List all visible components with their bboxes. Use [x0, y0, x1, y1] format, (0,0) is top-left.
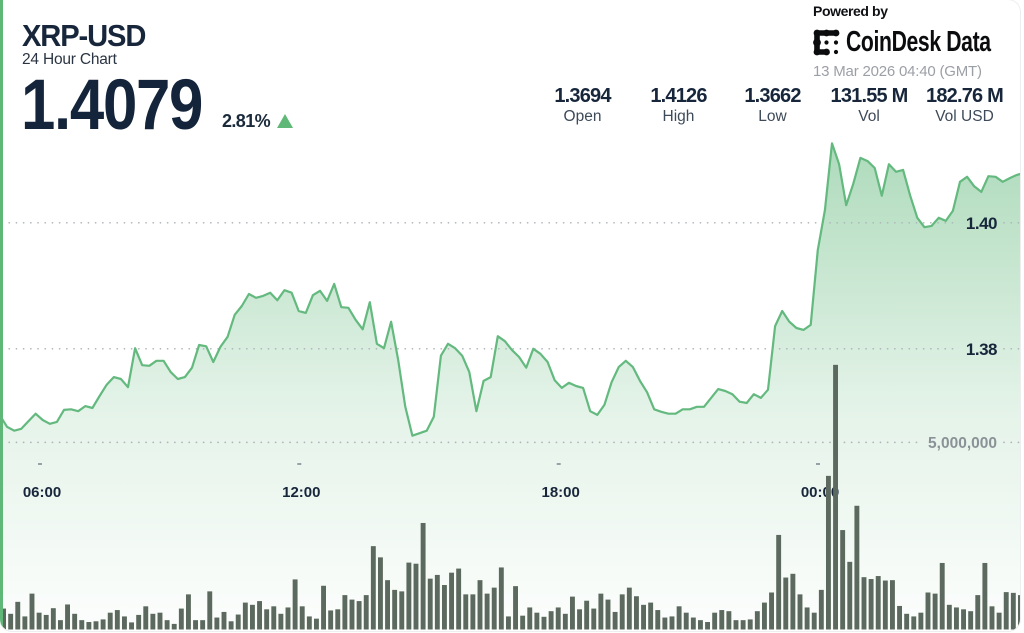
svg-text:5,000,000: 5,000,000	[928, 435, 997, 452]
chart-subtitle: 24 Hour Chart	[22, 51, 117, 68]
up-arrow-icon	[277, 113, 294, 128]
instrument-symbol: XRP-USD	[22, 18, 146, 53]
left-accent-bar	[0, 0, 3, 631]
powered-by-text: Powered by	[813, 3, 888, 19]
coindesk-logo-icon	[813, 29, 840, 56]
stat-value: 1.3662	[744, 85, 801, 107]
price-row: 1.4079	[21, 70, 229, 141]
stat-label: Vol	[858, 108, 880, 125]
chart-header: XRP-USD 24 Hour Chart	[22, 20, 153, 69]
chart-timestamp: 13 Mar 2026 04:40 (GMT)	[813, 63, 982, 80]
svg-text:12:00: 12:00	[282, 484, 320, 501]
price-change: 2.81%	[222, 111, 294, 131]
stat-label: Open	[563, 108, 602, 125]
stat-vol: 131.55 M Vol	[830, 85, 909, 125]
brand-block: Powered by CoinDesk Data	[813, 4, 1020, 80]
brand-name: CoinDesk Data	[846, 26, 991, 58]
change-percent: 2.81%	[222, 111, 271, 131]
svg-text:1.38: 1.38	[966, 340, 997, 359]
stat-label: High	[662, 108, 695, 125]
svg-text:1.40: 1.40	[966, 214, 997, 233]
current-price: 1.4079	[21, 66, 203, 145]
stat-label: Vol USD	[935, 108, 994, 125]
stat-open: 1.3694 Open	[554, 85, 611, 125]
stat-vol-usd: 182.76 M Vol USD	[926, 85, 1004, 125]
svg-text:06:00: 06:00	[23, 484, 61, 501]
stat-high: 1.4126 High	[650, 85, 707, 125]
svg-text:18:00: 18:00	[542, 484, 580, 501]
brand-row[interactable]: CoinDesk Data	[813, 26, 1020, 58]
stat-label: Low	[758, 108, 787, 125]
stat-value: 182.76 M	[926, 85, 1004, 107]
stat-value: 1.3694	[554, 85, 611, 107]
stat-low: 1.3662 Low	[744, 85, 801, 125]
stat-value: 1.4126	[650, 85, 707, 107]
stat-value: 131.55 M	[830, 85, 909, 107]
